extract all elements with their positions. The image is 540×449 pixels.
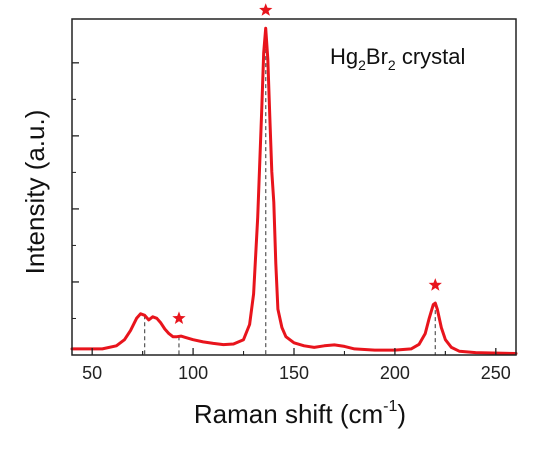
annotation-tail: crystal (396, 44, 466, 69)
x-tick-label: 250 (481, 363, 511, 383)
annotation-mid: Br (366, 44, 388, 69)
x-tick-label: 200 (380, 363, 410, 383)
annotation-main: Hg (330, 44, 358, 69)
y-axis-label: Intensity (a.u.) (20, 110, 50, 275)
x-axis-label-text: Raman shift (cm (194, 399, 383, 429)
annotation-sub2: 2 (388, 57, 396, 73)
peak-star-icon (428, 278, 442, 291)
spectrum-line (70, 26, 518, 355)
peak-star-icon (172, 311, 186, 324)
peak-dashed-lines (144, 28, 436, 355)
x-tick-label: 50 (82, 363, 102, 383)
x-tick-labels: 50 100 150 200 250 (82, 363, 511, 383)
spectrum-series (70, 26, 518, 355)
x-axis-label-sup: -1 (383, 398, 397, 415)
x-axis-label: Raman shift (cm-1) (194, 398, 406, 429)
sample-annotation: Hg2Br2 crystal (330, 44, 465, 73)
plot-frame (71, 18, 517, 356)
peak-star-icon (259, 3, 273, 16)
axes (71, 18, 517, 356)
x-axis-label-close: ) (397, 399, 406, 429)
x-tick-label: 150 (279, 363, 309, 383)
peak-star-markers (172, 3, 442, 324)
annotation-sub1: 2 (358, 57, 366, 73)
x-tick-label: 100 (178, 363, 208, 383)
